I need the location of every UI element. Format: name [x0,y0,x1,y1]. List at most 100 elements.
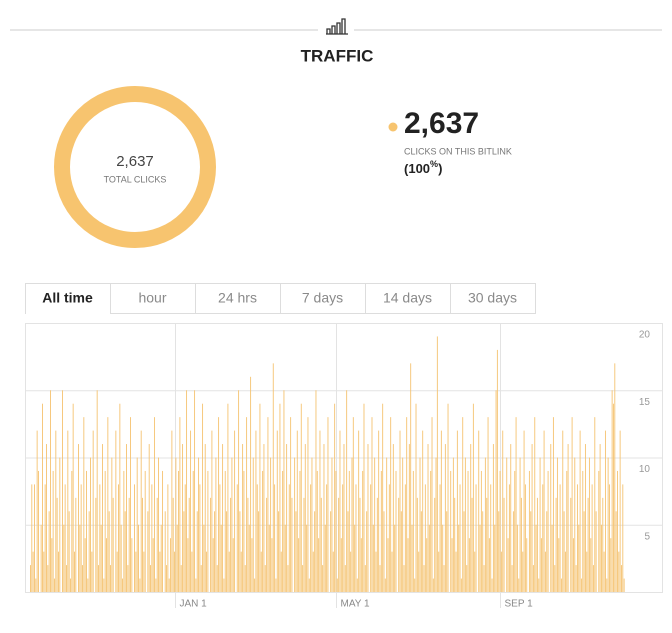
bar [190,430,192,592]
bar [351,457,353,592]
bar [272,363,274,592]
bar [479,524,481,592]
tab-label[interactable]: All time [42,290,93,306]
bar [322,565,324,592]
bar [451,538,453,592]
bar [600,524,602,592]
bar [30,565,31,592]
bar [488,538,490,592]
bar [546,511,548,592]
bar [583,511,585,592]
tab-label[interactable]: hour [138,290,166,306]
bar [514,470,516,592]
bar [386,457,388,592]
tab[interactable] [25,283,111,314]
tab[interactable] [195,283,281,314]
bar [382,403,384,592]
bar [124,511,126,592]
x-tick-label: JAN 1 [180,599,208,610]
tab-label[interactable]: 14 days [383,290,432,306]
bar [412,470,414,592]
bar [136,457,138,592]
bar [512,511,514,592]
bar [46,444,47,592]
bar [547,470,549,592]
bar [220,524,222,592]
bar [224,470,226,592]
bar [296,430,298,592]
bar [406,417,408,592]
bar [179,417,181,592]
tab[interactable] [450,283,536,314]
bar [366,511,368,592]
bar [70,578,71,592]
tab[interactable] [365,283,451,314]
bar [594,417,596,592]
bar [536,497,538,592]
bar [164,511,166,592]
bar [83,417,85,592]
bar [275,578,277,592]
bar [480,470,482,592]
bar [610,538,612,592]
bar [219,484,221,592]
bar [204,444,206,592]
bar [98,565,99,592]
bar [226,511,228,592]
bar [106,538,107,592]
bar [135,551,137,592]
bar [72,403,74,592]
bar [278,511,280,592]
bar [78,444,79,592]
bar [62,390,63,592]
bar [194,390,196,592]
bar [191,551,193,592]
bar [390,417,392,592]
tab-label[interactable]: 7 days [302,290,343,306]
bar [535,524,537,592]
bar [510,444,512,592]
bar [300,403,302,592]
tab[interactable] [280,283,366,314]
tab-label[interactable]: 30 days [468,290,517,306]
bar [531,444,533,592]
bar [427,444,429,592]
bar [144,470,146,592]
bar [284,524,286,592]
bar [82,565,83,592]
bar [354,524,356,592]
bar [334,403,336,592]
bar [384,578,386,592]
bar [566,470,568,592]
bar [560,578,562,592]
bar [344,565,346,592]
bar [486,497,488,592]
bar [375,551,377,592]
bar [520,497,522,592]
bar [355,484,357,592]
bar [122,578,123,592]
bar [522,551,524,592]
bar [316,470,318,592]
bar [591,484,593,592]
bar [392,444,394,592]
bar [182,444,184,592]
bar [500,551,502,592]
bar [370,484,372,592]
bar [338,497,340,592]
bar [58,551,59,592]
bar [620,565,622,592]
bar [199,484,201,592]
bar [364,565,366,592]
bar [216,565,218,592]
tab-label[interactable]: 24 hrs [218,290,257,306]
bar [71,470,73,592]
bar [482,511,484,592]
bar [264,565,266,592]
bar [423,565,425,592]
share: (100%) [404,159,442,176]
bar [212,538,214,592]
bar [92,430,94,592]
bar [588,457,590,592]
bar [63,524,65,592]
